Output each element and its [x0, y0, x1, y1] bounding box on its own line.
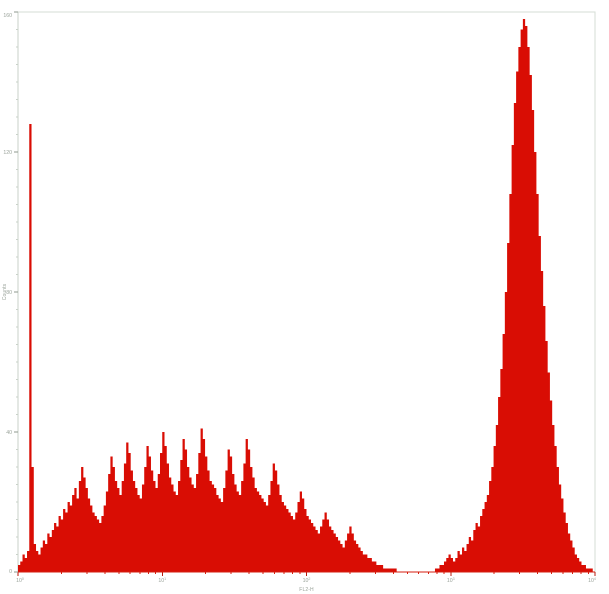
- x-tick-exponent: 2: [308, 577, 310, 581]
- y-tick-labels: 0 40 80 120 160: [3, 13, 12, 575]
- y-tick-label: 120: [3, 150, 12, 156]
- y-tick-label: 40: [6, 430, 12, 436]
- x-tick-exponent: 1: [164, 577, 166, 581]
- x-axis-title: FL2-H: [299, 587, 314, 593]
- x-tick-label: 104: [588, 577, 596, 584]
- x-tick-label: 102: [303, 577, 311, 584]
- x-tick-label: 101: [158, 577, 166, 584]
- y-axis-ticks: [14, 11, 18, 573]
- x-tick-label: 103: [447, 577, 455, 584]
- x-tick-exponent: 0: [22, 577, 24, 581]
- histogram-trace: [18, 19, 595, 572]
- y-tick-label: 80: [6, 290, 12, 296]
- y-tick-label: 0: [9, 569, 12, 575]
- y-tick-label: 160: [3, 13, 12, 19]
- y-axis-title: Counts: [2, 283, 8, 300]
- x-tick-exponent: 4: [594, 577, 596, 581]
- x-tick-label: 100: [16, 577, 24, 584]
- x-tick-exponent: 3: [453, 577, 455, 581]
- x-tick-labels: 100 101 102 103 104: [16, 577, 596, 584]
